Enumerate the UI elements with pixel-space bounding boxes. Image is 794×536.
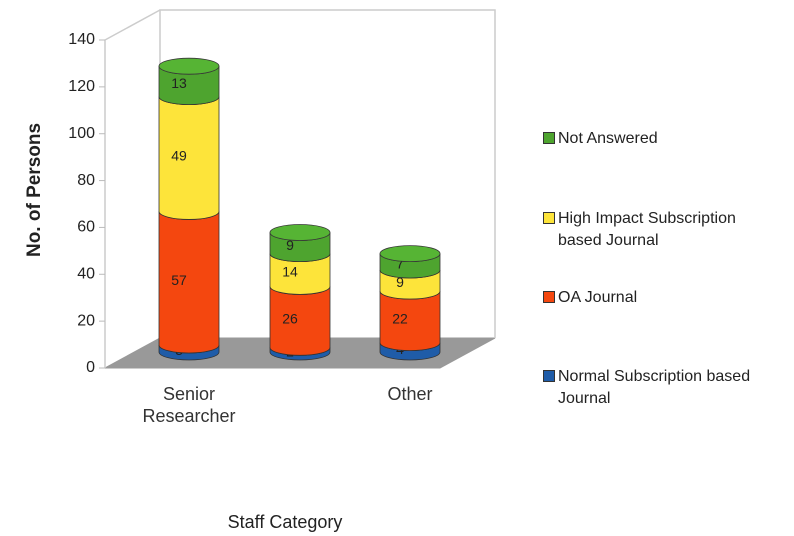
x-axis-title: Staff Category [228, 512, 343, 532]
data-label: 49 [171, 148, 187, 164]
legend-entry: Not Answered [543, 128, 788, 150]
y-tick-label: 120 [68, 78, 95, 95]
legend-swatch [543, 291, 555, 303]
y-tick-label: 20 [77, 312, 95, 329]
bar-top [269, 224, 331, 241]
y-tick-label: 40 [77, 266, 95, 283]
bar-segment [269, 286, 331, 356]
data-label: 57 [171, 272, 187, 288]
bar-segment [158, 211, 220, 354]
y-tick-label: 60 [77, 219, 95, 236]
legend-swatch [543, 132, 555, 144]
legend-entry: High Impact Subscription based Journal [543, 208, 773, 252]
data-label: 22 [392, 311, 408, 327]
bar-segment [158, 96, 220, 220]
data-label: 14 [282, 264, 298, 280]
y-tick-label: 80 [77, 172, 95, 189]
data-label: 9 [286, 237, 294, 253]
y-tick-label: 140 [68, 31, 95, 48]
bar-segment [379, 291, 441, 352]
legend-swatch [543, 212, 555, 224]
side-wall-top [104, 9, 161, 41]
y-tick-label: 100 [68, 125, 95, 142]
legend-label: Normal Subscription based Journal [558, 368, 751, 407]
legend-label: Not Answered [558, 130, 658, 147]
legend-swatch [543, 370, 555, 382]
x-tick-label: Senior Researcher [142, 384, 236, 426]
data-label: 7 [396, 256, 404, 272]
y-axis-title: No. of Persons [24, 123, 45, 257]
data-label: 9 [396, 274, 404, 290]
data-label: 26 [282, 311, 298, 327]
legend-label: High Impact Subscription based Journal [558, 210, 736, 249]
legend-entry: OA Journal [543, 287, 788, 309]
legend-label: OA Journal [558, 289, 638, 306]
x-tick-label: Other [387, 384, 433, 404]
y-tick-label: 0 [86, 359, 95, 376]
data-label: 13 [171, 75, 187, 91]
bar-top [158, 57, 220, 75]
legend-entry: Normal Subscription based Journal [543, 366, 788, 410]
bar-top [379, 245, 441, 263]
